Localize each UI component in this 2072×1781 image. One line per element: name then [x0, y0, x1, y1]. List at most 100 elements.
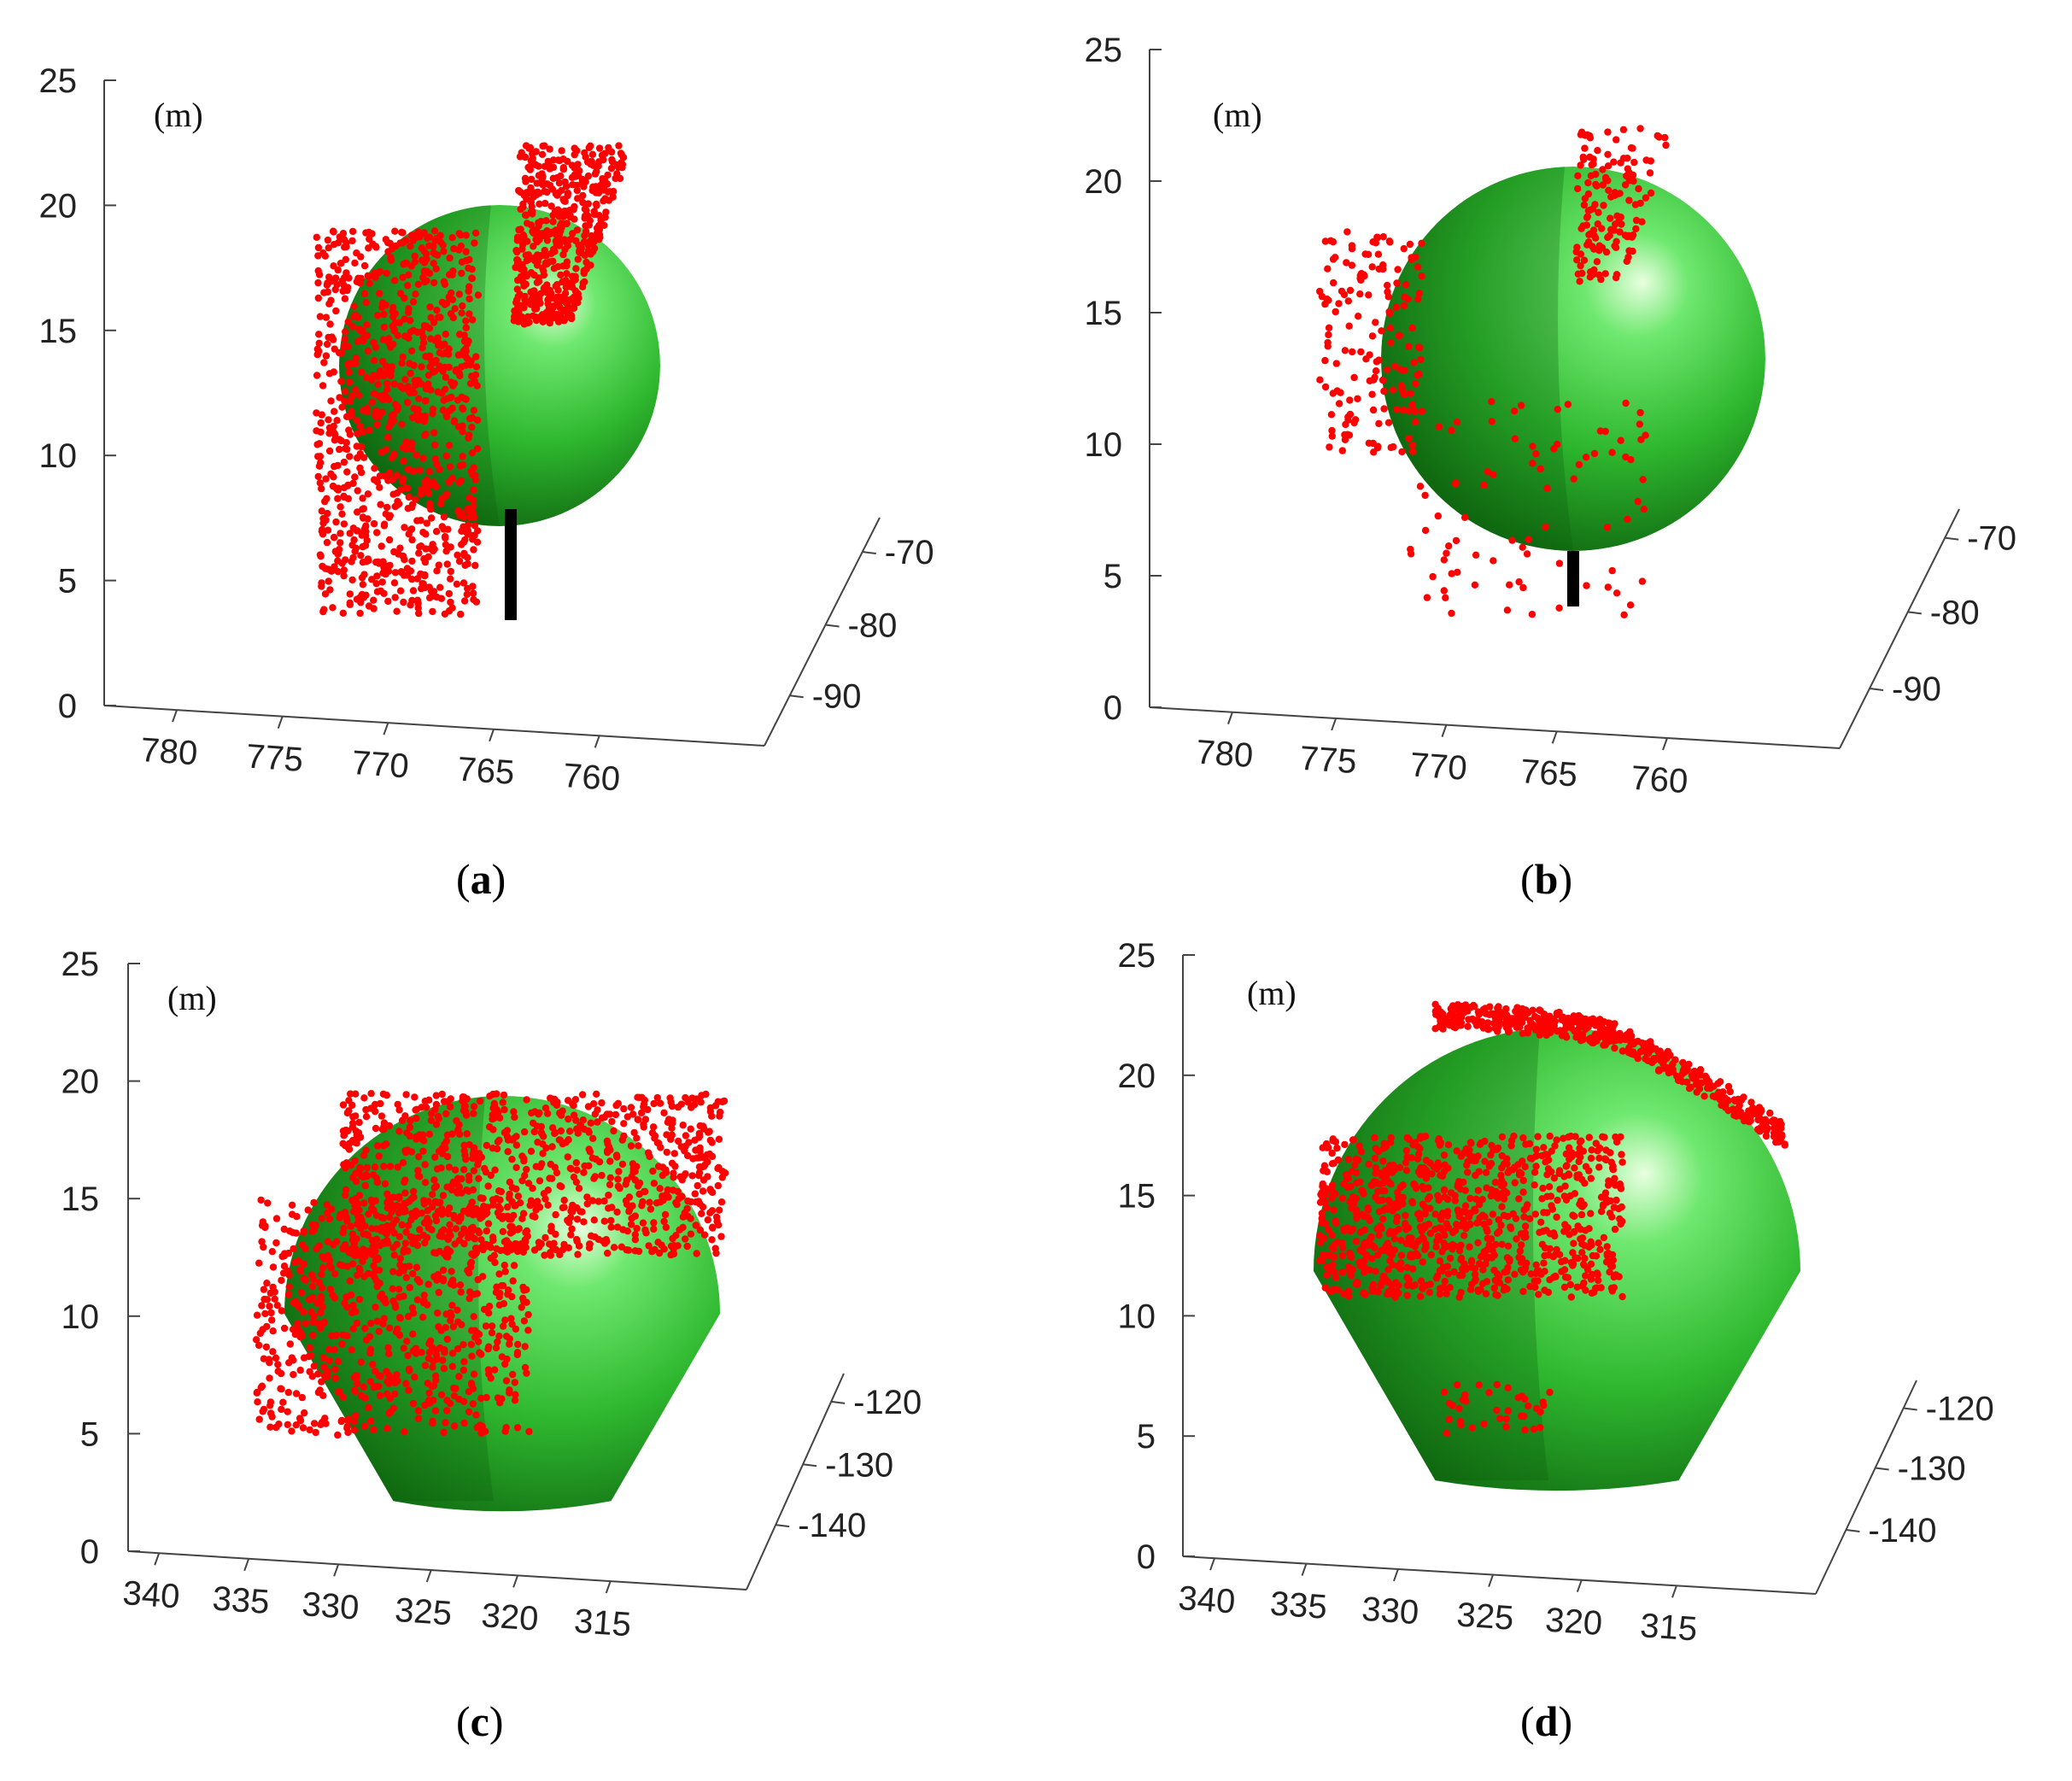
lidar-point	[1352, 1238, 1361, 1245]
lidar-point	[602, 1236, 610, 1244]
lidar-point	[357, 274, 365, 283]
lidar-point	[395, 1106, 403, 1114]
lidar-point	[1347, 1268, 1355, 1275]
lidar-point	[570, 274, 577, 282]
lidar-point	[574, 255, 582, 263]
lidar-point	[1436, 1010, 1444, 1017]
lidar-point	[323, 495, 331, 502]
lidar-point	[313, 1299, 321, 1307]
lidar-point	[322, 516, 330, 524]
lidar-point	[1606, 1178, 1614, 1186]
y-tick-label: -120	[853, 1384, 922, 1421]
lidar-point	[1626, 1028, 1634, 1036]
lidar-point	[1361, 1239, 1370, 1247]
lidar-point	[558, 147, 565, 155]
lidar-point	[353, 1235, 360, 1243]
lidar-point	[1593, 258, 1601, 266]
lidar-point	[447, 598, 454, 606]
lidar-point	[332, 307, 340, 315]
lidar-point	[342, 1293, 350, 1301]
lidar-point	[451, 1166, 459, 1174]
lidar-point	[515, 186, 523, 195]
lidar-point	[1419, 1233, 1426, 1242]
lidar-point	[340, 282, 348, 290]
lidar-point	[521, 1363, 530, 1372]
lidar-point	[561, 245, 569, 254]
lidar-point	[352, 1169, 360, 1178]
lidar-point	[660, 1109, 668, 1117]
lidar-point	[348, 1123, 357, 1131]
lidar-point	[1582, 1286, 1589, 1294]
lidar-point	[1570, 1012, 1577, 1020]
lidar-point	[312, 1222, 319, 1229]
lidar-point	[366, 1247, 374, 1256]
lidar-point	[457, 610, 465, 618]
lidar-point	[369, 1361, 377, 1368]
x-tick-label: 340	[1177, 1579, 1237, 1621]
lidar-point	[1385, 309, 1394, 317]
lidar-point	[364, 515, 372, 523]
lidar-point	[382, 1299, 389, 1307]
x-tick-label: 330	[1361, 1591, 1420, 1632]
lidar-point	[360, 1094, 368, 1102]
lidar-point	[1659, 1060, 1667, 1068]
lidar-point	[271, 1295, 278, 1304]
lidar-point	[486, 1093, 494, 1100]
lidar-point	[610, 1127, 618, 1135]
lidar-point	[425, 1349, 434, 1356]
lidar-point	[432, 1092, 440, 1099]
lidar-point	[278, 1307, 285, 1315]
lidar-point	[452, 1385, 459, 1392]
lidar-point	[587, 142, 594, 149]
lidar-point	[357, 368, 366, 376]
lidar-point	[1613, 589, 1621, 597]
lidar-point	[1408, 254, 1415, 261]
lidar-point	[450, 418, 458, 425]
lidar-point	[359, 428, 366, 436]
y-tick-label: -90	[812, 677, 862, 715]
lidar-point	[337, 539, 344, 547]
lidar-point	[442, 452, 450, 460]
lidar-point	[1344, 1155, 1353, 1163]
lidar-point	[631, 1231, 639, 1239]
lidar-point	[334, 239, 342, 247]
lidar-point	[428, 1226, 436, 1233]
lidar-point	[416, 1278, 424, 1286]
lidar-point	[405, 1386, 413, 1394]
lidar-point	[557, 271, 565, 279]
lidar-point	[1457, 1421, 1465, 1429]
lidar-point	[446, 271, 454, 278]
lidar-point	[439, 1192, 448, 1199]
lidar-point	[1533, 1151, 1541, 1159]
lidar-point	[1519, 543, 1526, 551]
lidar-point	[334, 557, 342, 565]
lidar-point	[1592, 170, 1600, 179]
lidar-point	[309, 1318, 317, 1327]
lidar-point	[501, 1268, 509, 1275]
lidar-point	[631, 1236, 640, 1244]
lidar-point	[1773, 1119, 1781, 1127]
lidar-point	[269, 1348, 277, 1356]
lidar-point	[1642, 194, 1650, 202]
lidar-point	[299, 1308, 307, 1316]
lidar-point	[487, 1171, 495, 1180]
lidar-point	[362, 1146, 370, 1154]
lidar-point	[310, 1362, 318, 1370]
lidar-point	[545, 160, 553, 167]
lidar-point	[508, 1223, 516, 1231]
lidar-point	[342, 1186, 350, 1194]
lidar-point	[1538, 1240, 1547, 1249]
lidar-point	[1384, 281, 1391, 290]
panel-label-d: (d)	[1520, 1697, 1573, 1745]
lidar-point	[678, 1192, 686, 1200]
lidar-point	[581, 212, 589, 220]
lidar-point	[486, 1241, 494, 1250]
lidar-point	[530, 1128, 538, 1136]
lidar-point	[1349, 348, 1356, 356]
lidar-point	[1665, 1063, 1672, 1072]
lidar-point	[553, 1169, 561, 1177]
lidar-point	[483, 1204, 492, 1211]
lidar-point	[1387, 338, 1395, 347]
lidar-point	[342, 1214, 351, 1222]
lidar-point	[1331, 1241, 1338, 1249]
